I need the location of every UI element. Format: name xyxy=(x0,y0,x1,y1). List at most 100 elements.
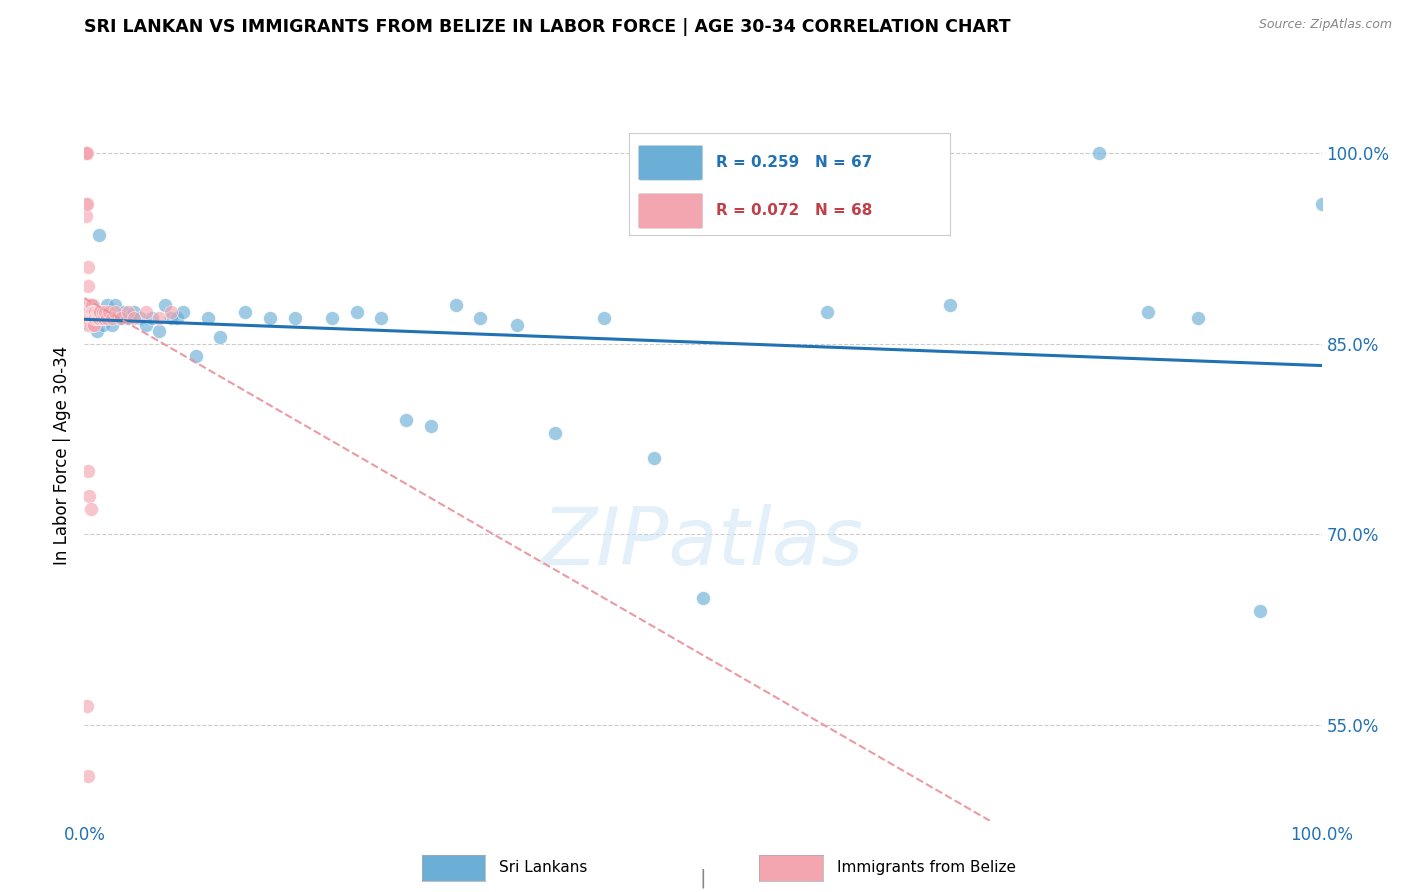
Point xyxy=(184,349,207,363)
Point xyxy=(80,311,103,326)
Text: SRI LANKAN VS IMMIGRANTS FROM BELIZE IN LABOR FORCE | AGE 30-34 CORRELATION CHAR: SRI LANKAN VS IMMIGRANTS FROM BELIZE IN … xyxy=(84,18,1011,36)
Point xyxy=(75,145,97,160)
Point xyxy=(83,318,105,332)
Point xyxy=(172,305,194,319)
Point xyxy=(75,145,97,160)
Point xyxy=(419,419,441,434)
Point xyxy=(543,425,565,440)
Point xyxy=(86,305,108,319)
Point xyxy=(79,311,101,326)
Point xyxy=(89,311,111,326)
Point xyxy=(470,311,492,326)
FancyBboxPatch shape xyxy=(638,145,703,180)
Point xyxy=(93,311,115,326)
Point xyxy=(83,311,105,326)
Point xyxy=(77,769,100,783)
Point xyxy=(108,311,131,326)
Point xyxy=(135,305,157,319)
Point xyxy=(117,311,139,326)
Point xyxy=(86,324,108,338)
Text: Immigrants from Belize: Immigrants from Belize xyxy=(837,861,1015,875)
Point xyxy=(75,145,97,160)
Point xyxy=(87,311,110,326)
Text: ZIPatlas: ZIPatlas xyxy=(541,504,865,582)
Point xyxy=(122,311,145,326)
Point xyxy=(77,311,100,326)
Point xyxy=(148,311,170,326)
Point xyxy=(77,318,100,332)
Point xyxy=(122,305,145,319)
Point xyxy=(939,298,962,312)
Point xyxy=(77,305,100,319)
Point xyxy=(84,311,107,326)
Text: R = 0.259   N = 67: R = 0.259 N = 67 xyxy=(716,155,872,170)
Point xyxy=(1137,305,1160,319)
Point xyxy=(1187,311,1209,326)
Point xyxy=(80,305,103,319)
Point xyxy=(82,305,104,319)
Point xyxy=(98,305,121,319)
Point xyxy=(284,311,307,326)
Point xyxy=(160,311,183,326)
Point xyxy=(135,318,157,332)
Point xyxy=(76,311,98,326)
Point xyxy=(643,451,665,466)
Point xyxy=(79,311,101,326)
Point xyxy=(76,145,98,160)
Point xyxy=(94,305,117,319)
Point xyxy=(79,318,101,332)
Point xyxy=(87,305,110,319)
Point xyxy=(75,196,97,211)
FancyBboxPatch shape xyxy=(638,194,703,228)
Point xyxy=(197,311,219,326)
Point xyxy=(79,305,101,319)
Point xyxy=(73,145,96,160)
Point xyxy=(98,311,121,326)
Point xyxy=(84,305,107,319)
Point xyxy=(76,298,98,312)
Point xyxy=(83,311,105,326)
Point xyxy=(90,311,112,326)
Point xyxy=(148,324,170,338)
Point xyxy=(77,279,100,293)
Point xyxy=(129,311,152,326)
Point xyxy=(112,305,135,319)
Point xyxy=(89,305,111,319)
Point xyxy=(77,464,100,478)
Point xyxy=(82,311,104,326)
Point xyxy=(370,311,392,326)
Point xyxy=(209,330,232,344)
Point xyxy=(82,318,104,332)
Point xyxy=(82,311,104,326)
Point xyxy=(75,305,97,319)
Point xyxy=(77,260,100,275)
Point xyxy=(80,305,103,319)
Point xyxy=(79,489,101,503)
Point xyxy=(86,311,108,326)
Point xyxy=(815,305,838,319)
Point xyxy=(73,145,96,160)
Point xyxy=(73,145,96,160)
Point xyxy=(75,311,97,326)
Point xyxy=(84,311,107,326)
Text: Source: ZipAtlas.com: Source: ZipAtlas.com xyxy=(1258,18,1392,31)
Point xyxy=(1249,604,1271,618)
Point xyxy=(593,311,616,326)
Point xyxy=(104,305,127,319)
Point xyxy=(91,305,114,319)
Point xyxy=(75,145,97,160)
Text: R = 0.072   N = 68: R = 0.072 N = 68 xyxy=(716,203,872,219)
Y-axis label: In Labor Force | Age 30-34: In Labor Force | Age 30-34 xyxy=(53,345,72,565)
Point xyxy=(87,305,110,319)
Point xyxy=(73,145,96,160)
Point xyxy=(80,318,103,332)
Text: |: | xyxy=(700,868,706,888)
Point xyxy=(117,305,139,319)
Point xyxy=(75,298,97,312)
Point xyxy=(1310,196,1333,211)
Point xyxy=(259,311,281,326)
Point xyxy=(79,298,101,312)
Point xyxy=(444,298,467,312)
Point xyxy=(76,305,98,319)
Point xyxy=(80,298,103,312)
